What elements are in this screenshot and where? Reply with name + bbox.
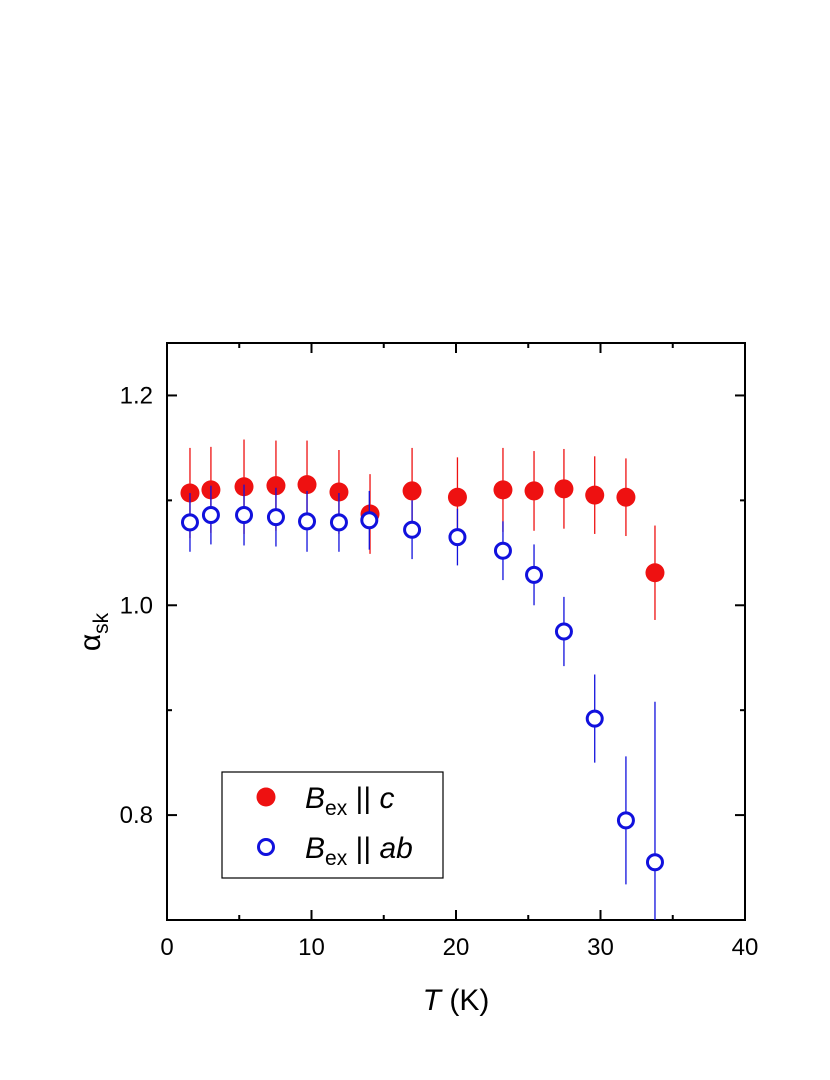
legend-marker	[256, 787, 276, 807]
data-point	[235, 506, 254, 525]
y-tick-label: 1.0	[120, 592, 153, 619]
data-point	[554, 622, 573, 641]
x-tick-label: 30	[587, 934, 614, 961]
data-point	[645, 853, 664, 872]
x-tick-label: 10	[298, 934, 325, 961]
data-point	[298, 512, 317, 531]
x-tick-label: 0	[160, 934, 173, 961]
data-point	[447, 487, 467, 507]
data-point	[585, 709, 604, 728]
data-point	[266, 508, 285, 527]
x-axis-label: T (K)	[423, 984, 490, 1017]
y-tick-label: 1.2	[120, 382, 153, 409]
data-point	[585, 485, 605, 505]
data-point	[493, 480, 513, 500]
legend-box	[221, 771, 444, 879]
data-point	[525, 565, 544, 584]
data-point	[554, 479, 574, 499]
data-point	[403, 520, 422, 539]
data-point	[448, 528, 467, 547]
data-point	[297, 475, 317, 495]
data-point	[493, 541, 512, 560]
x-tick-label: 20	[443, 934, 470, 961]
data-point	[645, 563, 665, 583]
data-point	[616, 487, 636, 507]
data-point	[180, 513, 199, 532]
data-point	[266, 476, 286, 496]
data-point	[524, 481, 544, 501]
data-point	[329, 513, 348, 532]
data-point	[329, 482, 349, 502]
legend-label: Bex || c	[305, 782, 394, 820]
data-point	[402, 481, 422, 501]
data-point	[201, 506, 220, 525]
x-tick-label: 40	[732, 934, 759, 961]
y-axis-label: αsk	[74, 612, 113, 651]
legend-marker	[257, 838, 275, 856]
data-point	[616, 811, 635, 830]
plot-area	[180, 439, 665, 920]
data-point	[360, 511, 379, 530]
legend-label: Bex || ab	[305, 832, 413, 870]
y-tick-label: 0.8	[120, 802, 153, 829]
